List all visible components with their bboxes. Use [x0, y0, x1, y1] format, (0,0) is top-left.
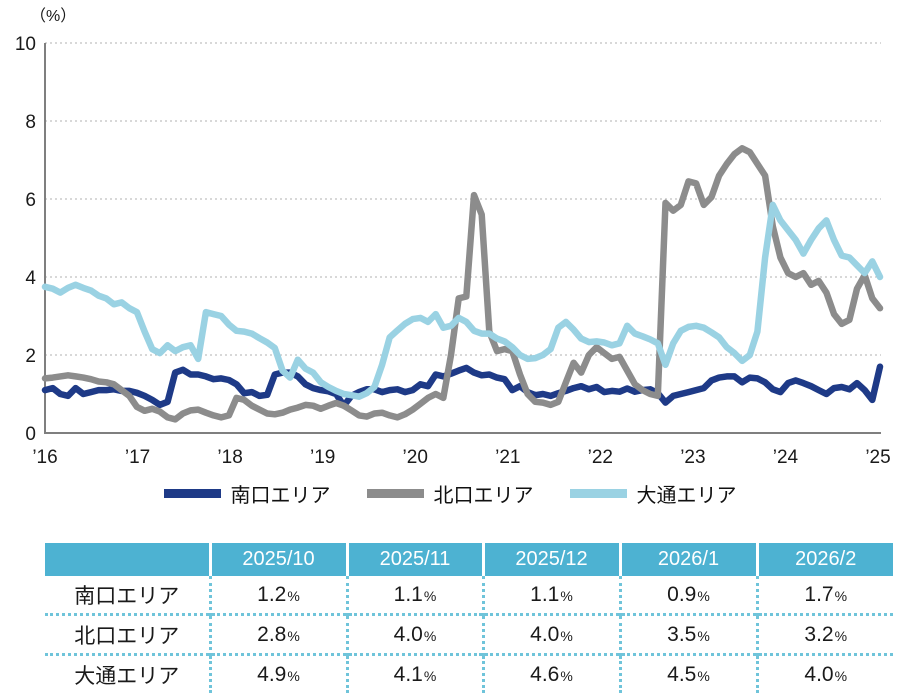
- vacancy-value-cell: 4.0%: [481, 613, 620, 655]
- svg-text:6: 6: [25, 190, 36, 211]
- month-column-header: 2025/11: [345, 543, 483, 576]
- table-corner-cell: [45, 543, 210, 576]
- vacancy-value-cell: 2.8%: [208, 613, 347, 655]
- vacancy-value-cell: 4.0%: [345, 613, 483, 655]
- forecast-table-body: 南口エリア 1.2% 1.1% 1.1% 0.9% 1.7% 北口エリア 2.8% 4.0% 4.…: [45, 576, 893, 693]
- vacancy-value-cell: 4.9%: [208, 653, 347, 693]
- svg-text:’21: ’21: [495, 447, 520, 468]
- vacancy-value-cell: 1.1%: [345, 576, 483, 615]
- percent-suffix: %: [697, 667, 710, 684]
- svg-text:’23: ’23: [680, 447, 705, 468]
- percent-suffix: %: [560, 667, 573, 684]
- svg-text:’24: ’24: [773, 447, 799, 468]
- svg-text:2: 2: [25, 346, 36, 367]
- month-column-header: 2026/2: [755, 543, 893, 576]
- vacancy-line-chart: 0 2 4 6 8 10 ’16 ’17 ’18 ’19 ’20 ’21 ’22 ’23 ’24 ’25 （%）: [15, 7, 891, 468]
- svg-text:8: 8: [25, 112, 36, 133]
- legend-swatch: [569, 488, 627, 498]
- vacancy-value-cell: 1.1%: [481, 576, 620, 615]
- percent-suffix: %: [834, 627, 848, 644]
- vacancy-value-cell: 1.2%: [208, 576, 347, 615]
- chart-legend: 南口エリア 北口エリア 大通エリア: [0, 478, 900, 508]
- percent-suffix: %: [287, 627, 300, 644]
- vacancy-value-cell: 3.2%: [755, 613, 893, 655]
- vacancy-value-cell: 4.5%: [618, 653, 757, 693]
- table-row: 北口エリア 2.8% 4.0% 4.0% 3.5% 3.2%: [45, 613, 893, 655]
- legend-label: 北口エリア: [433, 484, 534, 507]
- svg-text:（%）: （%）: [30, 7, 76, 25]
- percent-suffix: %: [287, 667, 300, 684]
- percent-suffix: %: [423, 587, 437, 604]
- vacancy-value-cell: 4.0%: [755, 653, 893, 693]
- month-column-header: 2025/10: [208, 543, 347, 576]
- svg-text:10: 10: [15, 34, 36, 55]
- vacancy-value-cell: 1.7%: [755, 576, 893, 615]
- percent-suffix: %: [697, 587, 710, 604]
- vacancy-value-cell: 0.9%: [618, 576, 757, 615]
- area-row-label: 北口エリア: [45, 613, 210, 655]
- percent-suffix: %: [287, 587, 300, 604]
- svg-text:’16: ’16: [32, 447, 57, 468]
- area-row-label: 南口エリア: [45, 576, 210, 615]
- percent-suffix: %: [560, 587, 573, 604]
- svg-text:’20: ’20: [403, 447, 428, 468]
- svg-text:’19: ’19: [310, 447, 335, 468]
- legend-item: 北口エリア: [366, 479, 534, 508]
- table-row: 南口エリア 1.2% 1.1% 1.1% 0.9% 1.7%: [45, 576, 893, 615]
- percent-suffix: %: [560, 627, 573, 644]
- svg-text:’25: ’25: [865, 447, 890, 468]
- percent-suffix: %: [697, 627, 710, 644]
- forecast-table: 2025/10 2025/11 2025/12 2026/1 2026/2 南口エリア 1…: [45, 543, 893, 693]
- legend-item: 南口エリア: [163, 479, 331, 508]
- legend-label: 大通エリア: [636, 484, 737, 507]
- legend-swatch: [366, 488, 424, 498]
- svg-text:’17: ’17: [125, 447, 150, 468]
- percent-suffix: %: [423, 627, 437, 644]
- percent-suffix: %: [834, 587, 848, 604]
- svg-text:’22: ’22: [588, 447, 613, 468]
- area-row-label: 大通エリア: [45, 653, 210, 693]
- table-row: 大通エリア 4.9% 4.1% 4.6% 4.5% 4.0%: [45, 653, 893, 693]
- svg-text:4: 4: [25, 268, 36, 289]
- month-column-header: 2025/12: [481, 543, 620, 576]
- legend-label: 南口エリア: [230, 484, 331, 507]
- table-header-row: 2025/10 2025/11 2025/12 2026/1 2026/2: [45, 543, 893, 576]
- vacancy-value-cell: 4.1%: [345, 653, 483, 693]
- vacancy-value-cell: 3.5%: [618, 613, 757, 655]
- svg-text:0: 0: [25, 424, 36, 445]
- legend-item: 大通エリア: [569, 479, 737, 508]
- month-column-header: 2026/1: [618, 543, 757, 576]
- percent-suffix: %: [834, 667, 848, 684]
- percent-suffix: %: [423, 667, 437, 684]
- svg-text:’18: ’18: [217, 447, 242, 468]
- legend-swatch: [163, 488, 221, 498]
- vacancy-value-cell: 4.6%: [481, 653, 620, 693]
